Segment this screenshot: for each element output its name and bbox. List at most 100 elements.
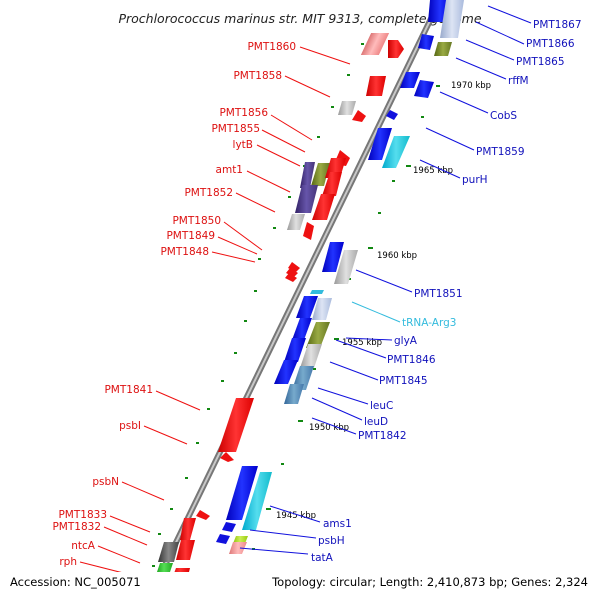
- gene-psbH-b-block[interactable]: [216, 534, 230, 544]
- gene-PMT1858-block[interactable]: [366, 76, 386, 96]
- leader-PMT1832: [103, 526, 148, 546]
- kbp-marker-1970: 1970 kbp: [451, 81, 491, 91]
- gene-grey-block-2[interactable]: [287, 214, 305, 230]
- tick-mark: [152, 565, 155, 567]
- gene-lytB-purple-block[interactable]: [300, 162, 315, 188]
- gene-small-arrow[interactable]: [352, 110, 366, 122]
- label-rph[interactable]: rph: [59, 556, 77, 568]
- label-PMT1849[interactable]: PMT1849: [166, 230, 215, 242]
- gene-PMT1846-olive-block[interactable]: [306, 322, 330, 348]
- label-PMT1866[interactable]: PMT1866: [526, 38, 575, 50]
- gene-PMT1866-block[interactable]: [440, 0, 464, 38]
- gene-grey-block[interactable]: [338, 101, 356, 115]
- label-PMT1855[interactable]: PMT1855: [211, 123, 260, 135]
- gene-PMT1833-block[interactable]: [180, 518, 196, 540]
- label-glyA[interactable]: glyA: [394, 335, 418, 347]
- leader-PMT1856: [270, 114, 313, 141]
- gene-PMT1846-block[interactable]: [292, 318, 312, 340]
- gene-ntcA-block[interactable]: [158, 542, 179, 562]
- gene-small-red[interactable]: [303, 222, 314, 240]
- label-PMT1867[interactable]: PMT1867: [533, 19, 582, 31]
- label-PMT1842[interactable]: PMT1842: [358, 430, 407, 442]
- leader-PMT1842: [311, 417, 357, 435]
- leader-psbH: [249, 529, 317, 539]
- leader-leuC: [317, 387, 369, 405]
- gene-PMT1845-grey-block[interactable]: [300, 344, 322, 368]
- gene-CobS-block[interactable]: [414, 80, 434, 98]
- label-psbN[interactable]: psbN: [92, 476, 119, 488]
- gene-rffM-blue-block[interactable]: [400, 72, 420, 88]
- label-purH[interactable]: purH: [462, 174, 488, 186]
- gene-PMT1860-block[interactable]: [360, 33, 390, 55]
- gene-PMT1848-block[interactable]: [285, 273, 297, 282]
- gene-psbI-block[interactable]: [220, 452, 234, 462]
- label-PMT1833[interactable]: PMT1833: [58, 509, 107, 521]
- label-amt1[interactable]: amt1: [216, 164, 243, 176]
- gene-lytB-block[interactable]: [311, 163, 330, 186]
- gene-PMT1859-block[interactable]: [368, 128, 392, 160]
- map-title: Prochlorococcus marinus str. MIT 9313, c…: [118, 11, 481, 26]
- label-PMT1848[interactable]: PMT1848: [160, 246, 209, 258]
- gene-PMT1865-block[interactable]: [418, 34, 434, 50]
- label-PMT1858[interactable]: PMT1858: [233, 70, 282, 82]
- gene-tatA-pink-block[interactable]: [229, 542, 247, 554]
- gene-ams1-block[interactable]: [226, 466, 258, 520]
- label-PMT1851[interactable]: PMT1851: [414, 288, 463, 300]
- gene-CobS-small-block[interactable]: [386, 110, 398, 120]
- gene-PMT1841-block[interactable]: [218, 398, 254, 452]
- label-lytB[interactable]: lytB: [233, 139, 253, 151]
- gene-psbH-block[interactable]: [222, 522, 236, 532]
- label-psbH[interactable]: psbH: [318, 535, 345, 547]
- label-leuD[interactable]: leuD: [364, 416, 388, 428]
- tick-mark: [288, 196, 291, 198]
- topology-text: Topology: circular; Length: 2,410,873 bp…: [271, 575, 588, 589]
- gene-PMT1849-block[interactable]: [286, 268, 298, 277]
- gene-amt1-block[interactable]: [322, 172, 342, 196]
- gene-tRNA-Arg3-block[interactable]: [310, 290, 324, 294]
- label-leuC[interactable]: leuC: [370, 400, 393, 412]
- leader-tatA: [239, 547, 309, 555]
- label-ams1[interactable]: ams1: [323, 518, 352, 530]
- gene-rffM-block[interactable]: [434, 42, 452, 56]
- gene-ams1-cyan-block[interactable]: [242, 472, 272, 530]
- label-psbI[interactable]: psbI: [119, 420, 141, 432]
- label-PMT1859[interactable]: PMT1859: [476, 146, 525, 158]
- gene-PMT1832-block[interactable]: [176, 540, 195, 560]
- leader-psbN: [121, 481, 165, 501]
- gene-PMT1860b-block[interactable]: [388, 40, 404, 58]
- gene-PMT1845-block[interactable]: [284, 338, 306, 362]
- gene-PMT1851-grey-block[interactable]: [334, 250, 358, 284]
- label-PMT1856[interactable]: PMT1856: [219, 107, 268, 119]
- gene-glyA-light-block[interactable]: [312, 298, 332, 320]
- label-PMT1846[interactable]: PMT1846: [387, 354, 436, 366]
- label-PMT1832[interactable]: PMT1832: [52, 521, 101, 533]
- gene-labels-left: PMT1860 PMT1858 PMT1856 PMT1855 lytB amt…: [52, 41, 296, 568]
- accession-text: Accession: NC_005071: [10, 575, 141, 589]
- label-PMT1852[interactable]: PMT1852: [184, 187, 233, 199]
- gene-purH-block[interactable]: [382, 136, 410, 168]
- gene-PMT1852-block[interactable]: [312, 194, 335, 220]
- label-CobS[interactable]: CobS: [490, 110, 517, 122]
- label-PMT1860[interactable]: PMT1860: [247, 41, 296, 53]
- tick-mark: [347, 74, 350, 76]
- label-PMT1845[interactable]: PMT1845: [379, 375, 428, 387]
- gene-glyA-block[interactable]: [296, 296, 318, 318]
- gene-leuD-block[interactable]: [284, 384, 304, 404]
- gene-leuC-block[interactable]: [274, 360, 298, 384]
- tick-mark: [170, 508, 173, 510]
- label-tRNA-Arg3[interactable]: tRNA-Arg3: [402, 317, 456, 329]
- label-tatA[interactable]: tatA: [311, 552, 334, 564]
- tick-mark: [406, 165, 411, 167]
- tick-mark: [158, 533, 161, 535]
- tick-mark: [185, 477, 188, 479]
- label-PMT1865[interactable]: PMT1865: [516, 56, 565, 68]
- gene-psbN-block[interactable]: [196, 510, 210, 520]
- tick-mark: [244, 320, 247, 322]
- gene-amt1-purple-block[interactable]: [295, 185, 318, 213]
- label-rffM[interactable]: rffM: [508, 75, 529, 87]
- label-ntcA[interactable]: ntcA: [71, 540, 96, 552]
- label-PMT1850[interactable]: PMT1850: [172, 215, 221, 227]
- gene-PMT1851-block[interactable]: [322, 242, 344, 272]
- label-PMT1841[interactable]: PMT1841: [104, 384, 153, 396]
